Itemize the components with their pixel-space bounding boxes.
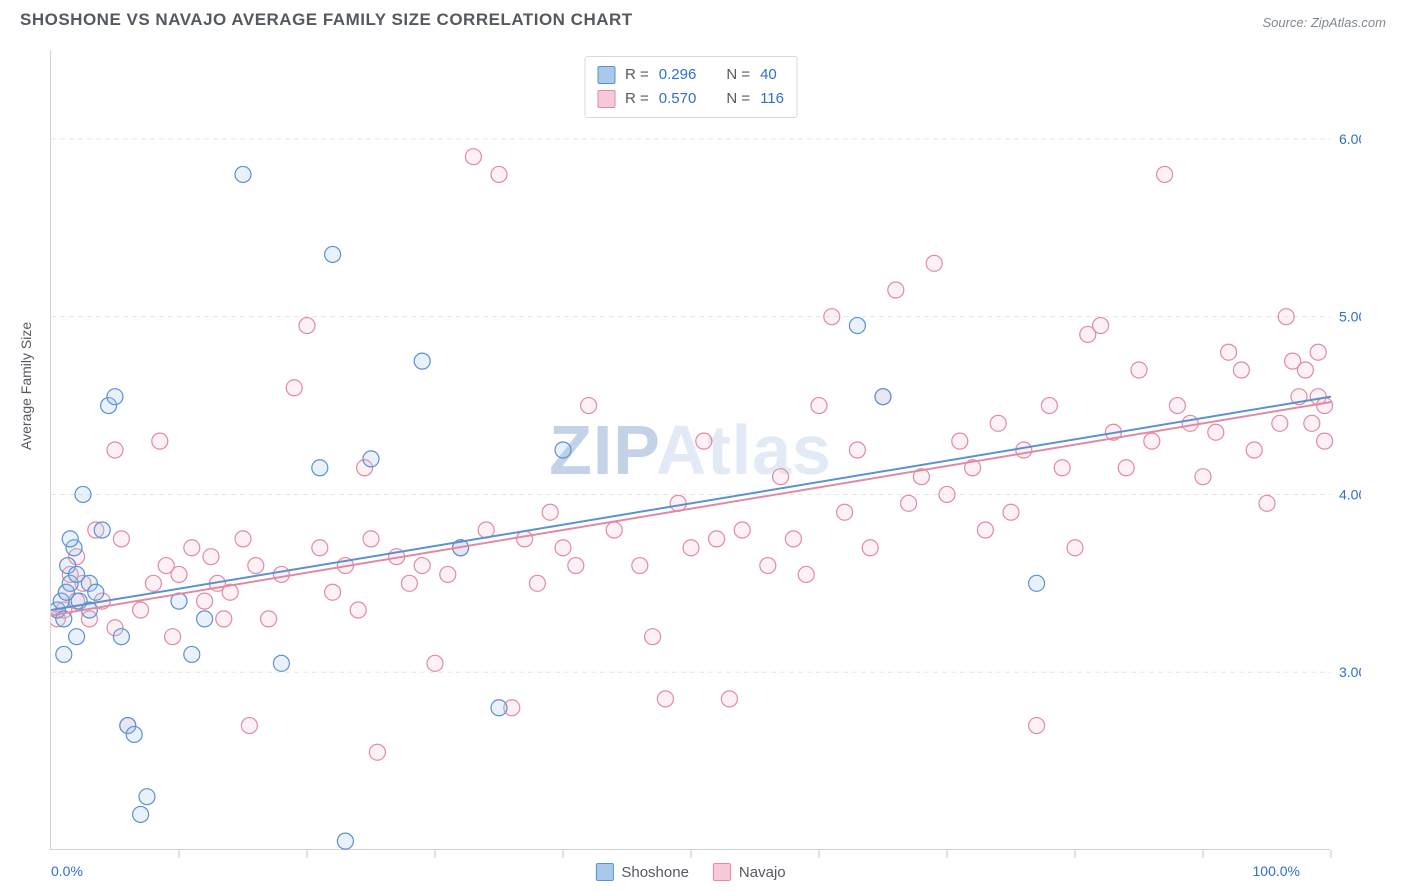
plot-area: ZIPAtlas 3.004.005.006.00 R = 0.296 N = … bbox=[50, 50, 1330, 850]
legend-correlation-box: R = 0.296 N = 40 R = 0.570 N = 116 bbox=[584, 56, 797, 118]
swatch-shoshone-icon bbox=[595, 863, 613, 881]
x-range-max: 100.0% bbox=[1253, 863, 1300, 879]
svg-text:3.00: 3.00 bbox=[1339, 664, 1361, 680]
svg-text:6.00: 6.00 bbox=[1339, 131, 1361, 147]
scatter-svg: 3.00 4.00 5.00 6.00 bbox=[51, 50, 1361, 880]
legend-item-shoshone: Shoshone bbox=[595, 863, 689, 881]
swatch-shoshone bbox=[597, 66, 615, 84]
swatch-navajo-icon bbox=[713, 863, 731, 881]
chart-title: SHOSHONE VS NAVAJO AVERAGE FAMILY SIZE C… bbox=[20, 10, 633, 30]
swatch-navajo bbox=[597, 90, 615, 108]
source-label: Source: ZipAtlas.com bbox=[1262, 15, 1386, 30]
svg-text:4.00: 4.00 bbox=[1339, 486, 1361, 502]
legend-series: Shoshone Navajo bbox=[595, 863, 785, 881]
chart-area: ZIPAtlas 3.004.005.006.00 R = 0.296 N = … bbox=[50, 50, 1360, 850]
legend-row-shoshone: R = 0.296 N = 40 bbox=[597, 63, 784, 87]
svg-text:5.00: 5.00 bbox=[1339, 309, 1361, 325]
legend-row-navajo: R = 0.570 N = 116 bbox=[597, 87, 784, 111]
legend-item-navajo: Navajo bbox=[713, 863, 786, 881]
x-range-min: 0.0% bbox=[51, 863, 83, 879]
y-axis-label: Average Family Size bbox=[18, 322, 34, 450]
